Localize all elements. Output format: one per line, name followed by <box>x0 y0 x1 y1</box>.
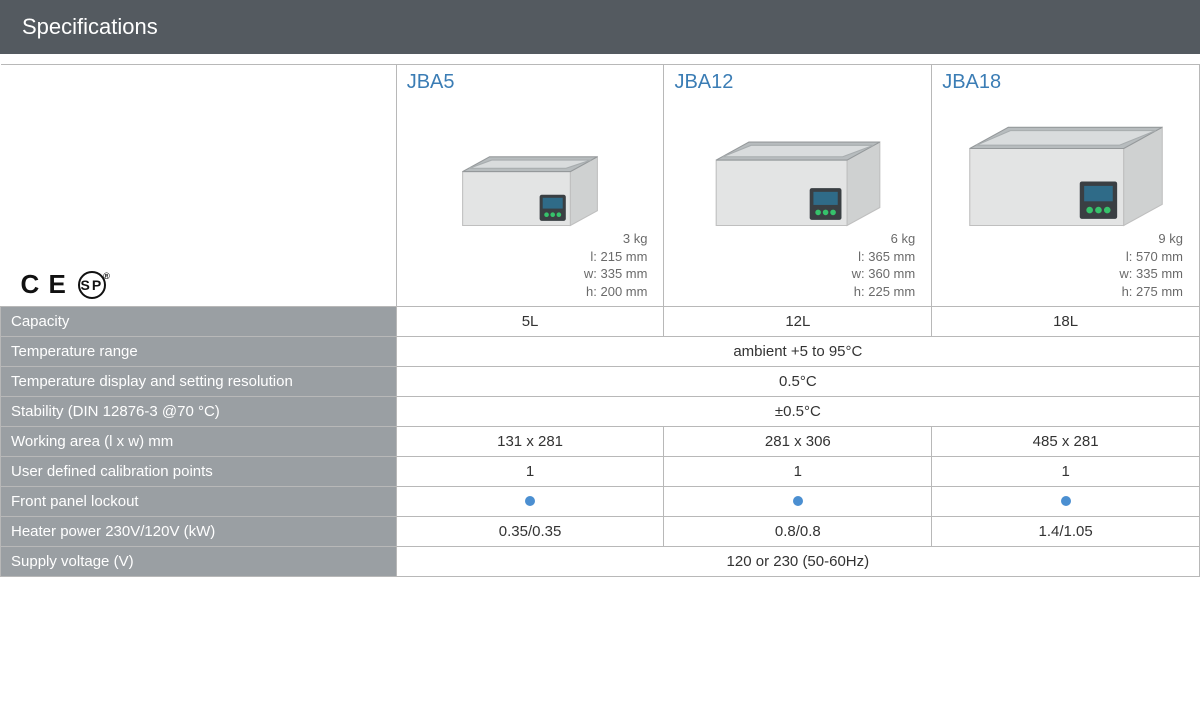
row-value: 1 <box>664 457 932 487</box>
row-value: 131 x 281 <box>396 427 664 457</box>
table-row: Temperature display and setting resoluti… <box>1 367 1200 397</box>
row-value: 485 x 281 <box>932 427 1200 457</box>
csa-mark-icon: SP <box>78 271 106 299</box>
model-weight: 9 kg <box>942 230 1183 248</box>
product-image <box>942 100 1189 230</box>
row-value: 0.35/0.35 <box>396 517 664 547</box>
model-dimensions: 9 kg l: 570 mm w: 335 mm h: 275 mm <box>942 230 1189 300</box>
model-width: w: 360 mm <box>674 265 915 283</box>
product-image <box>674 100 921 230</box>
row-label: Stability (DIN 12876-3 @70 °C) <box>1 397 397 427</box>
dot-icon <box>793 496 803 506</box>
model-name: JBA5 <box>407 71 654 94</box>
model-height: h: 200 mm <box>407 283 648 301</box>
row-label: Supply voltage (V) <box>1 547 397 577</box>
model-weight: 6 kg <box>674 230 915 248</box>
model-length: l: 365 mm <box>674 248 915 266</box>
model-height: h: 275 mm <box>942 283 1183 301</box>
model-width: w: 335 mm <box>407 265 648 283</box>
section-header: Specifications <box>0 0 1200 54</box>
row-value: 0.8/0.8 <box>664 517 932 547</box>
ce-mark-icon: C E <box>21 269 68 300</box>
row-value: 18L <box>932 307 1200 337</box>
table-row: Capacity5L12L18L <box>1 307 1200 337</box>
row-value: 1 <box>396 457 664 487</box>
model-header: JBA18 9 kg l: 570 mm w: 335 mm h: 275 mm <box>932 65 1200 307</box>
row-label: Temperature display and setting resoluti… <box>1 367 397 397</box>
row-label: Front panel lockout <box>1 487 397 517</box>
model-weight: 3 kg <box>407 230 648 248</box>
row-value: 1.4/1.05 <box>932 517 1200 547</box>
product-image <box>407 100 654 230</box>
row-value: 12L <box>664 307 932 337</box>
model-width: w: 335 mm <box>942 265 1183 283</box>
row-label: Working area (l x w) mm <box>1 427 397 457</box>
row-label: Capacity <box>1 307 397 337</box>
row-value: ambient +5 to 95°C <box>396 337 1199 367</box>
dot-icon <box>525 496 535 506</box>
table-row: Front panel lockout <box>1 487 1200 517</box>
row-label: Temperature range <box>1 337 397 367</box>
dot-icon <box>1061 496 1071 506</box>
model-dimensions: 6 kg l: 365 mm w: 360 mm h: 225 mm <box>674 230 921 300</box>
table-row: User defined calibration points111 <box>1 457 1200 487</box>
row-value <box>932 487 1200 517</box>
table-row: Working area (l x w) mm131 x 281281 x 30… <box>1 427 1200 457</box>
row-value: 0.5°C <box>396 367 1199 397</box>
model-header: JBA5 3 kg l: 215 mm w: 335 mm h: 200 mm <box>396 65 664 307</box>
spec-table: C E SP JBA5 3 kg l: 215 mm w: 335 mm h: … <box>0 64 1200 577</box>
table-row: Temperature rangeambient +5 to 95°C <box>1 337 1200 367</box>
model-length: l: 570 mm <box>942 248 1183 266</box>
row-value: 5L <box>396 307 664 337</box>
section-title: Specifications <box>22 14 158 39</box>
model-name: JBA12 <box>674 71 921 94</box>
certification-cell: C E SP <box>1 65 397 307</box>
row-value: 120 or 230 (50-60Hz) <box>396 547 1199 577</box>
table-row: Supply voltage (V)120 or 230 (50-60Hz) <box>1 547 1200 577</box>
row-value: ±0.5°C <box>396 397 1199 427</box>
table-row: Heater power 230V/120V (kW)0.35/0.350.8/… <box>1 517 1200 547</box>
model-header: JBA12 6 kg l: 365 mm w: 360 mm h: 225 mm <box>664 65 932 307</box>
row-value: 281 x 306 <box>664 427 932 457</box>
row-label: Heater power 230V/120V (kW) <box>1 517 397 547</box>
model-length: l: 215 mm <box>407 248 648 266</box>
model-dimensions: 3 kg l: 215 mm w: 335 mm h: 200 mm <box>407 230 654 300</box>
table-row: Stability (DIN 12876-3 @70 °C)±0.5°C <box>1 397 1200 427</box>
model-name: JBA18 <box>942 71 1189 94</box>
row-value: 1 <box>932 457 1200 487</box>
row-value <box>396 487 664 517</box>
row-value <box>664 487 932 517</box>
model-height: h: 225 mm <box>674 283 915 301</box>
row-label: User defined calibration points <box>1 457 397 487</box>
